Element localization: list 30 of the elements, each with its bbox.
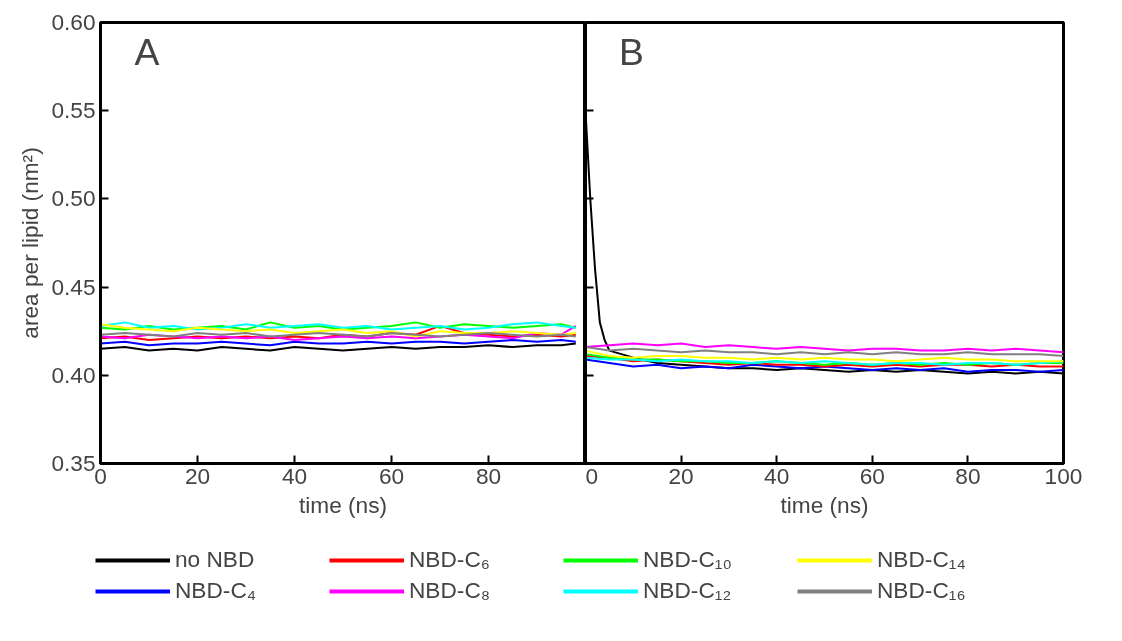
x-tick-label: 60 [859,462,885,489]
legend-label: NBD-C₄ [175,577,257,604]
legend-label: NBD-C₁₆ [877,577,967,604]
x-axis-title: time (ns) [780,491,869,518]
chart-title: B [618,30,644,73]
legend-label: no NBD [175,546,256,573]
x-tick-label: 80 [475,462,502,489]
x-tick-label: 80 [955,462,981,489]
y-axis-title: area per lipid (nm²) [17,147,44,339]
x-tick-label: 40 [764,462,790,489]
x-tick-label: 0 [94,462,107,489]
y-tick-label: 0.60 [51,9,96,35]
y-tick-label: 0.50 [51,185,96,212]
x-tick-label: 20 [668,462,694,489]
x-tick-label: 20 [184,462,211,489]
x-tick-label: 40 [281,462,308,489]
x-tick-label: 0 [585,462,599,489]
legend-label: NBD-C₁₀ [643,546,733,573]
y-tick-label: 0.55 [51,97,96,124]
y-tick-label: 0.45 [51,273,96,300]
chart-title: A [134,30,160,73]
x-tick-label: 60 [378,462,405,489]
x-tick-label: 100 [1044,462,1083,489]
legend-label: NBD-C₁₂ [643,577,733,604]
y-tick-label: 0.35 [51,450,96,476]
legend-label: NBD-C₁₄ [877,546,967,573]
legend-label: NBD-C₆ [409,546,491,573]
x-axis-title: time (ns) [298,491,388,518]
legend-label: NBD-C₈ [409,577,492,604]
y-tick-label: 0.40 [51,361,96,388]
